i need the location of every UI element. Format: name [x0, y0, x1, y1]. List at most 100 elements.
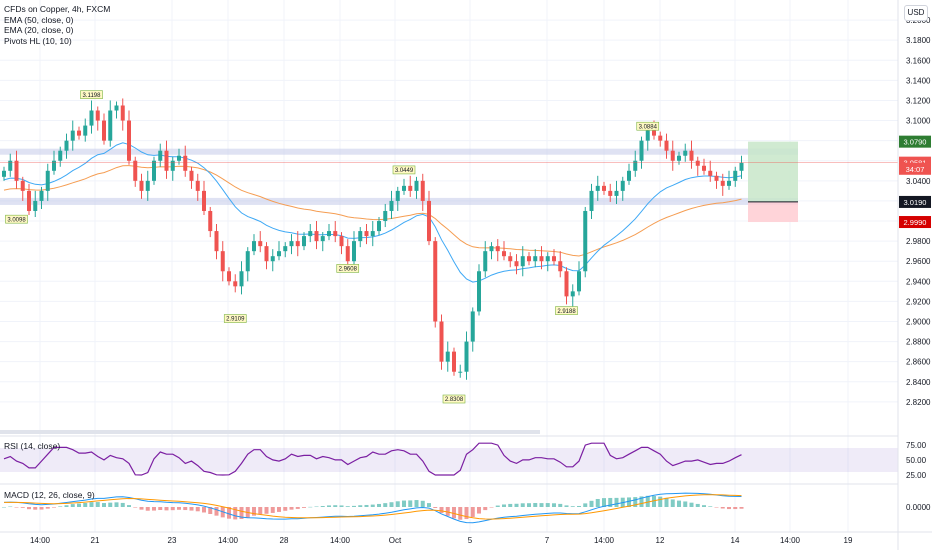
price-tick-label: 2.8600 [906, 358, 931, 367]
macd-histogram-bar [633, 497, 638, 507]
macd-histogram-bar [214, 507, 219, 516]
candle-body [483, 251, 488, 272]
macd-histogram-bar [495, 505, 500, 507]
macd-histogram-bar [614, 497, 619, 507]
candle-body [33, 200, 38, 211]
macd-histogram-bar [170, 507, 175, 511]
candle-body [114, 105, 119, 111]
pivot-badge [80, 90, 103, 99]
macd-histogram-bar [277, 507, 281, 512]
indicator-panes [0, 430, 898, 524]
candle-body [689, 150, 694, 161]
candle-body [570, 291, 575, 297]
macd-histogram-bar [264, 507, 269, 514]
candle-body [195, 180, 200, 191]
macd-histogram-bar [458, 507, 463, 520]
candle-body [220, 251, 225, 272]
macd-histogram-bar [145, 507, 150, 511]
macd-histogram-bar [252, 507, 256, 516]
macd-histogram-bar [439, 507, 444, 513]
macd-histogram-bar [683, 501, 688, 507]
macd-histogram-bar [164, 507, 169, 511]
macd-histogram-bar [258, 507, 263, 515]
stop-price-tag: 2.9990 [904, 218, 927, 227]
macd-histogram-bar [664, 497, 669, 507]
macd-histogram-bar [102, 503, 106, 507]
candle-body [314, 231, 319, 242]
candle-body [264, 246, 269, 262]
macd-histogram-bar [739, 507, 744, 509]
candle-body [608, 190, 613, 196]
candle-body [252, 241, 256, 252]
macd-histogram-bar [33, 507, 38, 510]
symbol-title[interactable]: CFDs on Copper, 4h, FXCM [4, 4, 111, 14]
candle-body [658, 135, 663, 141]
candle-body [283, 246, 288, 252]
signal-line [4, 494, 742, 520]
candle-body [389, 200, 394, 211]
ema20-legend[interactable]: EMA (20, close, 0) [4, 25, 74, 35]
price-tick-label: 2.8200 [906, 398, 931, 407]
candle-body [645, 130, 650, 141]
macd-histogram-bar [345, 506, 350, 507]
macd-histogram-bar [302, 507, 306, 508]
candle-body [620, 180, 625, 191]
candle-body [95, 110, 100, 121]
pivot-badge [336, 264, 360, 273]
macd-histogram-bar [564, 505, 569, 507]
rsi-tick-label: 75.00 [906, 441, 927, 450]
candle-body [527, 256, 531, 262]
macd-histogram-bar [695, 503, 700, 507]
long-position-tool[interactable] [748, 141, 798, 223]
candle-body [352, 241, 356, 262]
time-tick-label: 23 [168, 536, 177, 545]
macd-histogram-bar [83, 502, 88, 507]
pivot-labels: 3.1198 3.0098 2.9109 2.9608 3.0449 2.8308 2.91… [5, 90, 660, 404]
candle-body [733, 170, 738, 181]
macd-histogram-bar [39, 507, 44, 510]
macd-histogram-bar [670, 499, 675, 507]
candle-body [302, 236, 306, 247]
candle-body [14, 160, 19, 181]
macd-histogram-bar [358, 505, 363, 507]
candle-body [552, 256, 556, 262]
macd-histogram-bar [452, 507, 456, 519]
macd-label[interactable]: MACD (12, 26, close, 9) [4, 490, 95, 500]
rsi-label[interactable]: RSI (14, close) [4, 441, 61, 451]
rsi-tick-label: 25.00 [906, 471, 927, 480]
macd-histogram-bar [233, 507, 238, 520]
pane-scroll [0, 430, 540, 434]
macd-histogram-bar [189, 507, 194, 511]
macd-histogram-bar [8, 506, 13, 508]
candle-body [102, 120, 106, 141]
macd-histogram-bar [545, 503, 550, 507]
time-tick-label: 14:00 [30, 536, 51, 545]
entry-price-tag: 3.0190 [904, 198, 927, 207]
macd-histogram-bar [327, 505, 331, 507]
time-tick-label: 14:00 [218, 536, 239, 545]
candle-body [433, 241, 438, 322]
price-axis[interactable]: 3.20003.18003.16003.14003.12003.10003.08… [897, 0, 931, 550]
currency-button[interactable]: USD [904, 5, 928, 21]
price-zone [0, 197, 798, 205]
candle-body [327, 231, 331, 237]
candle-body [39, 190, 44, 201]
price-tick-label: 2.8800 [906, 338, 931, 347]
pivots-legend[interactable]: Pivots HL (10, 10) [4, 35, 72, 46]
pivot-label: 2.8308 [445, 397, 464, 403]
time-axis[interactable]: 14:00 21 23 14:00 28 14:00 Oct 5 7 14:00 12 14 14:00… [0, 531, 932, 545]
candle-body [458, 371, 463, 373]
pivot-badge [442, 394, 466, 404]
candle-body [595, 185, 600, 191]
candle-body [720, 180, 725, 186]
candle-body [727, 180, 731, 186]
candle-body [308, 231, 313, 237]
macd-histogram-bar [58, 506, 63, 507]
candle-body [127, 120, 131, 161]
candle-body [402, 185, 406, 191]
macd-histogram-bar [295, 507, 300, 509]
ema50-legend[interactable]: EMA (50, close, 0) [4, 14, 74, 25]
macd-histogram-bar [333, 505, 338, 507]
candle-body [170, 160, 175, 171]
